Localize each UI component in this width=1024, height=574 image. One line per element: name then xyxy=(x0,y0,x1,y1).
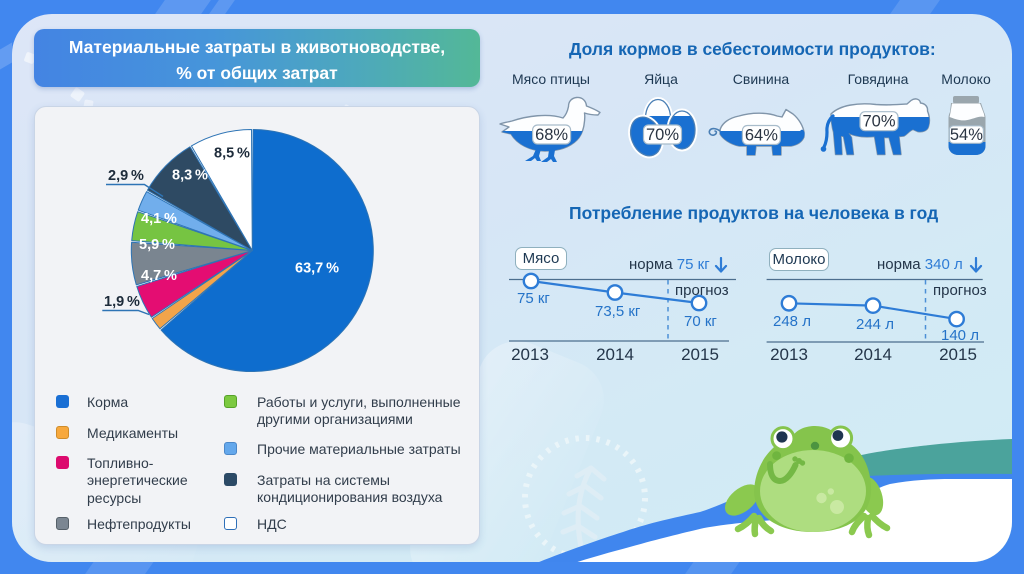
svg-text:63,7 %: 63,7 % xyxy=(295,261,339,277)
svg-text:68%: 68% xyxy=(535,126,568,144)
svg-text:2,9 %: 2,9 % xyxy=(108,168,144,184)
svg-text:70%: 70% xyxy=(862,113,895,131)
svg-text:5,9 %: 5,9 % xyxy=(139,237,175,253)
svg-text:4,1 %: 4,1 % xyxy=(141,211,177,227)
svg-text:8,3 %: 8,3 % xyxy=(172,168,208,184)
svg-text:4,7 %: 4,7 % xyxy=(141,268,177,284)
svg-text:8,5 %: 8,5 % xyxy=(214,146,250,162)
svg-text:70%: 70% xyxy=(646,126,679,144)
svg-text:64%: 64% xyxy=(745,127,778,145)
svg-text:54%: 54% xyxy=(950,126,983,144)
svg-text:1,9 %: 1,9 % xyxy=(104,294,140,310)
